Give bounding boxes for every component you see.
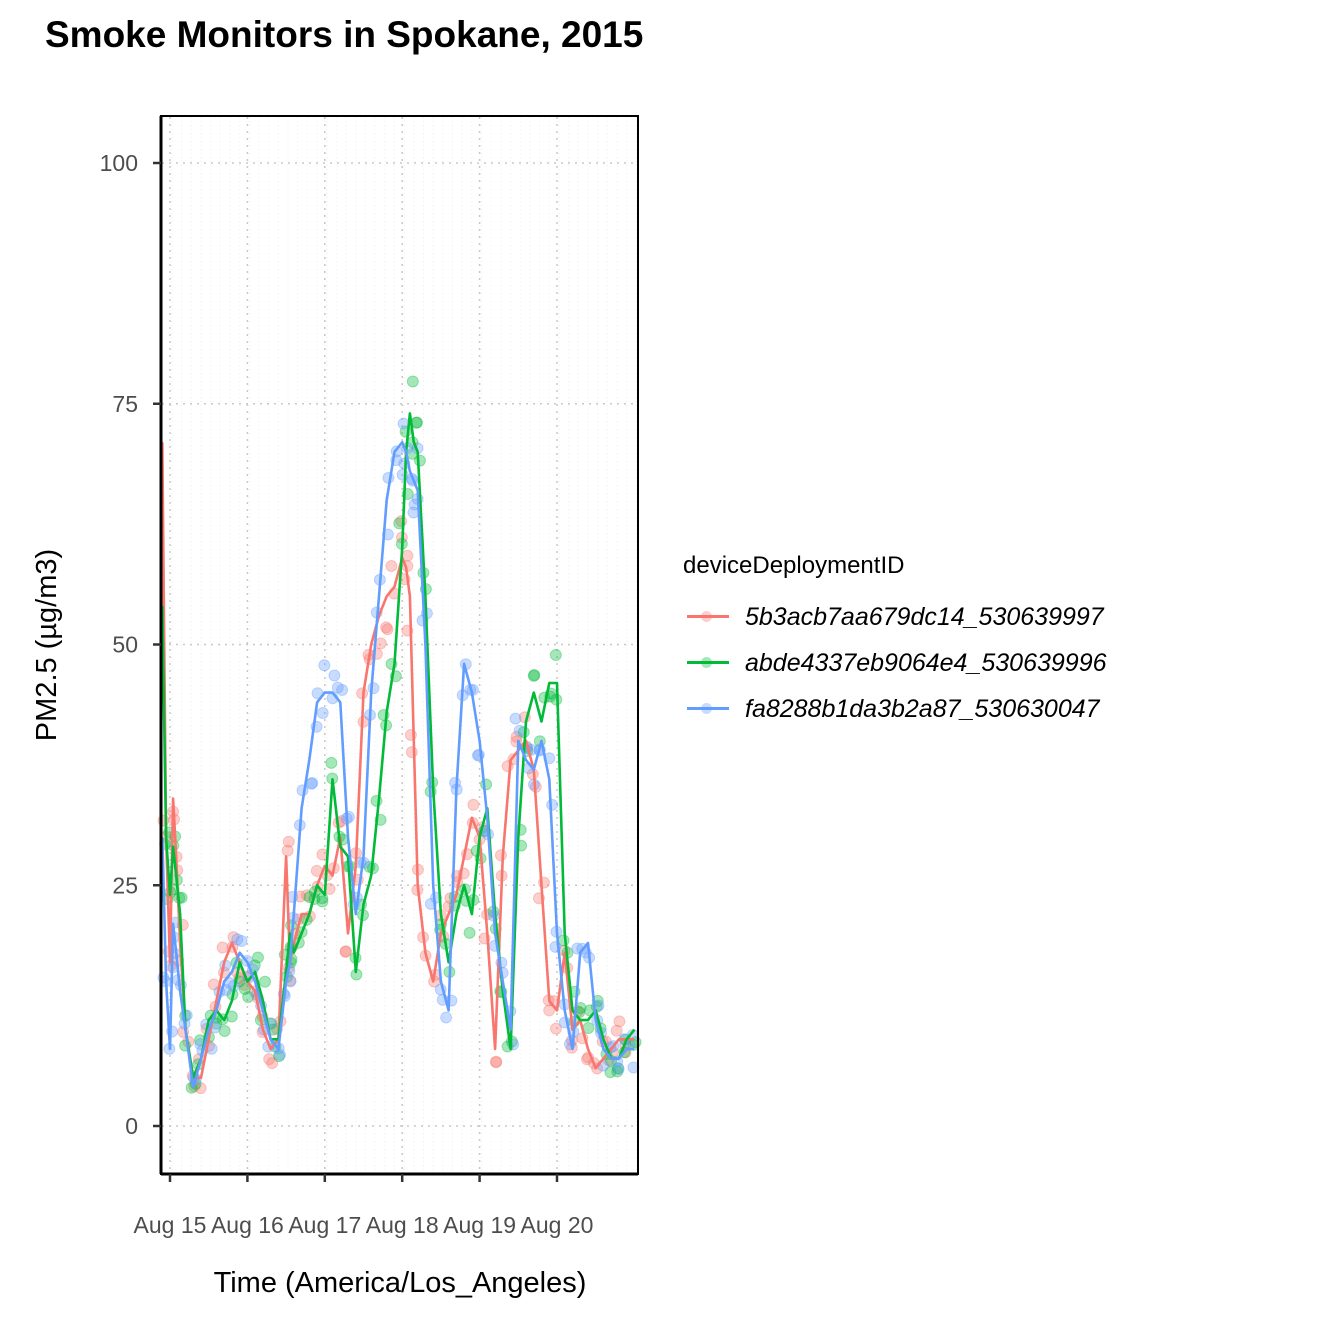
legend-item: 5b3acb7aa679dc14_530639997 — [683, 594, 1107, 640]
series-lines — [161, 412, 636, 1089]
series-line — [161, 442, 635, 1080]
chart-title: Smoke Monitors in Spokane, 2015 — [45, 14, 644, 55]
x-tick-label: Aug 15 — [134, 1212, 207, 1238]
x-axis-title: Time (America/Los_Angeles) — [214, 1267, 587, 1299]
legend-item: abde4337eb9064e4_530639996 — [683, 640, 1107, 686]
x-tick-label: Aug 16 — [211, 1212, 284, 1238]
x-tick-label: Aug 19 — [443, 1212, 516, 1238]
y-tick-label: 100 — [100, 150, 138, 176]
series-line — [161, 441, 635, 1089]
major-gridlines — [162, 117, 637, 1173]
legend: deviceDeploymentID 5b3acb7aa679dc14_5306… — [683, 552, 1107, 732]
y-tick-label: 50 — [112, 632, 138, 658]
x-axis-ticks: Aug 15 Aug 16 Aug 17 Aug 18 Aug 19 Aug 20 — [134, 1174, 594, 1238]
legend-label: 5b3acb7aa679dc14_530639997 — [745, 602, 1104, 631]
y-tick-label: 75 — [112, 391, 138, 417]
legend-line — [687, 661, 729, 664]
y-tick-label: 25 — [112, 872, 138, 898]
legend-key-red-icon — [683, 607, 733, 627]
legend-line — [687, 615, 729, 618]
legend-line — [687, 707, 729, 710]
y-axis-ticks: 0 25 50 75 100 — [100, 150, 161, 1139]
legend-key-green-icon — [683, 653, 733, 673]
legend-point — [701, 611, 712, 622]
legend-key-blue-icon — [683, 699, 733, 719]
y-tick-label: 0 — [125, 1113, 138, 1139]
legend-label: abde4337eb9064e4_530639996 — [745, 648, 1107, 677]
y-axis-title: PM2.5 (µg/m3) — [31, 549, 63, 741]
legend-point — [701, 657, 712, 668]
series-line — [161, 412, 636, 1080]
x-tick-label: Aug 20 — [521, 1212, 594, 1238]
legend-label: fa8288b1da3b2a87_530630047 — [745, 694, 1100, 723]
legend-title: deviceDeploymentID — [683, 552, 905, 579]
x-tick-label: Aug 17 — [288, 1212, 361, 1238]
legend-point — [701, 703, 712, 714]
x-tick-label: Aug 18 — [366, 1212, 439, 1238]
legend-item: fa8288b1da3b2a87_530630047 — [683, 686, 1107, 732]
